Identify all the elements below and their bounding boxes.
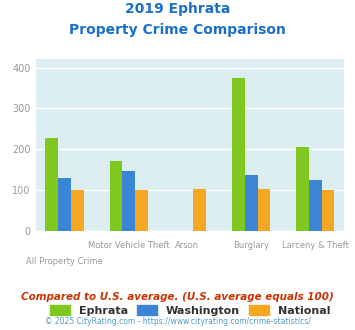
Text: Compared to U.S. average. (U.S. average equals 100): Compared to U.S. average. (U.S. average … [21,292,334,302]
Bar [193,189,206,231]
Bar [232,78,245,231]
Bar [309,180,322,231]
Text: Arson: Arson [175,241,199,250]
Text: Property Crime Comparison: Property Crime Comparison [69,23,286,37]
Bar [257,189,271,231]
Bar [245,176,257,231]
Text: Motor Vehicle Theft: Motor Vehicle Theft [88,241,170,250]
Bar [109,161,122,231]
Text: Burglary: Burglary [233,241,269,250]
Legend: Ephrata, Washington, National: Ephrata, Washington, National [50,305,330,316]
Text: All Property Crime: All Property Crime [26,257,103,266]
Bar [322,190,334,231]
Bar [58,178,71,231]
Bar [71,190,84,231]
Text: Larceny & Theft: Larceny & Theft [282,241,349,250]
Bar [135,190,148,231]
Bar [45,138,58,231]
Text: 2019 Ephrata: 2019 Ephrata [125,2,230,16]
Bar [122,171,135,231]
Text: © 2025 CityRating.com - https://www.cityrating.com/crime-statistics/: © 2025 CityRating.com - https://www.city… [45,317,310,326]
Bar [296,147,309,231]
